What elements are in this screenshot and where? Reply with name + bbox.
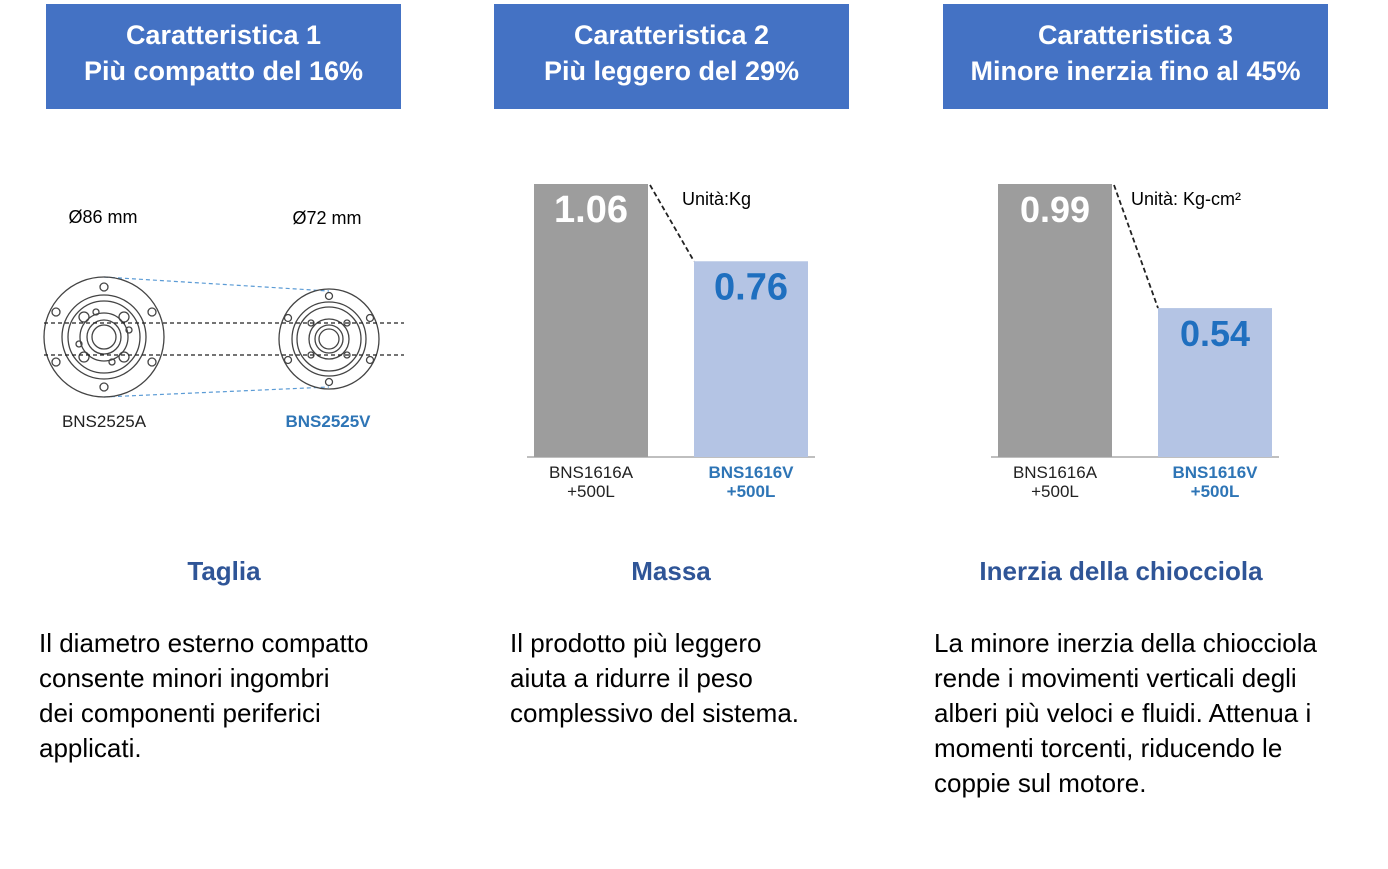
description-line: Il prodotto più leggero (510, 628, 762, 658)
mass-unit-label: Unità:Kg (682, 189, 751, 209)
feature-header-3: Caratteristica 3 Minore inerzia fino al … (943, 4, 1328, 109)
description-line: La minore inerzia della chiocciola (934, 628, 1317, 658)
description-line: consente minori ingombri (39, 663, 330, 693)
description-taglia: Il diametro esterno compatto consente mi… (39, 626, 369, 766)
inertia-reduction-connector (1113, 184, 1159, 309)
mass-category-label-bns1616v-line2: +500L (727, 482, 776, 501)
description-line: aiuta a ridurre il peso (510, 663, 753, 693)
description-line: applicati. (39, 733, 142, 763)
feature-header-1: Caratteristica 1 Più compatto del 16% (46, 4, 401, 109)
inertia-bar-bns1616v (1158, 308, 1272, 457)
mass-category-label-bns1616v-line1: BNS1616V (708, 463, 794, 482)
description-line: coppie sul motore. (934, 768, 1147, 798)
inertia-category-label-bns1616v-line2: +500L (1191, 482, 1240, 501)
description-line: momenti torcenti, riducendo le (934, 733, 1283, 763)
mass-bar-bns1616a (534, 184, 648, 457)
inertia-unit-label: Unità: Kg-cm² (1131, 189, 1241, 209)
inertia-category-label-bns1616a-line1: BNS1616A (1013, 463, 1098, 482)
inertia-value-label-bns1616v: 0.54 (1180, 313, 1250, 354)
right-flange-drawing (278, 288, 380, 390)
mass-category-label-bns1616a-line2: +500L (567, 482, 615, 501)
section-title-inerzia: Inerzia della chiocciola (979, 556, 1263, 586)
left-model-label: BNS2525A (62, 412, 147, 431)
feature-2-title-line2: Più leggero del 29% (543, 55, 800, 86)
section-title-taglia: Taglia (187, 556, 261, 586)
mass-chart: 1.06 0.76 Unità:Kg BNS1616A +500L BNS161… (527, 184, 815, 501)
size-comparison-diagram: Ø86 mm Ø72 mm (43, 207, 404, 431)
left-flange-drawing (43, 276, 165, 398)
feature-2-title-line1: Caratteristica 2 (573, 19, 770, 50)
feature-3-title-line1: Caratteristica 3 (1037, 19, 1234, 50)
inertia-bar-bns1616a (998, 184, 1112, 457)
inertia-category-label-bns1616a-line2: +500L (1031, 482, 1079, 501)
feature-1-title-line1: Caratteristica 1 (125, 19, 322, 50)
mass-category-label-bns1616a-line1: BNS1616A (549, 463, 634, 482)
section-title-massa: Massa (631, 556, 711, 586)
inertia-chart: 0.99 0.54 Unità: Kg-cm² BNS1616A +500L B… (991, 184, 1279, 501)
right-model-label: BNS2525V (285, 412, 371, 431)
description-line: dei componenti periferici (39, 698, 321, 728)
inertia-value-label-bns1616a: 0.99 (1020, 189, 1090, 230)
left-diameter-label: Ø86 mm (68, 207, 137, 227)
description-line: alberi più veloci e fluidi. Attenua i (934, 698, 1312, 728)
feature-3-title-line2: Minore inerzia fino al 45% (970, 55, 1301, 86)
mass-reduction-connector (649, 184, 695, 262)
description-line: rende i movimenti verticali degli (934, 663, 1297, 693)
top-connector-line (103, 276, 330, 292)
right-diameter-label: Ø72 mm (292, 208, 361, 228)
bottom-connector-line (103, 386, 330, 398)
description-line: Il diametro esterno compatto (39, 628, 369, 658)
description-line: complessivo del sistema. (510, 698, 799, 728)
description-massa: Il prodotto più leggero aiuta a ridurre … (510, 626, 799, 731)
description-inerzia: La minore inerzia della chiocciola rende… (934, 626, 1317, 801)
mass-bar-bns1616v (694, 261, 808, 457)
inertia-category-label-bns1616v-line1: BNS1616V (1172, 463, 1258, 482)
feature-1-title-line2: Più compatto del 16% (83, 55, 364, 86)
mass-value-label-bns1616a: 1.06 (554, 189, 628, 231)
mass-value-label-bns1616v: 0.76 (714, 266, 788, 308)
feature-header-2: Caratteristica 2 Più leggero del 29% (494, 4, 849, 109)
